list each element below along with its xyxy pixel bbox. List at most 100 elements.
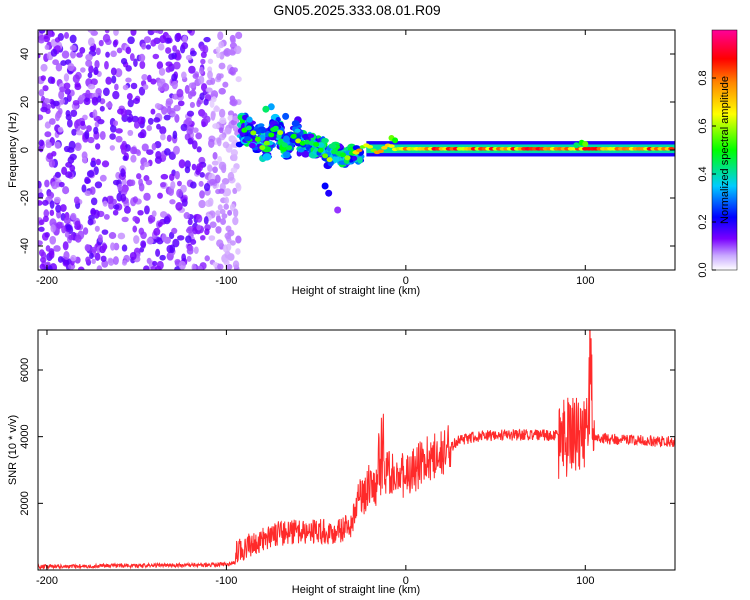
spectrogram-noise-cell — [120, 145, 127, 155]
spectrogram-noise-cell — [160, 133, 166, 141]
spectrogram-noise-cell — [156, 237, 164, 245]
spectrogram-noise-cell — [40, 106, 48, 113]
spectrogram-noise-cell — [210, 90, 219, 99]
spectrogram-outlier — [267, 103, 275, 111]
spectrogram-carrier-cell — [366, 145, 374, 149]
spectrogram-noise-cell — [53, 196, 61, 203]
spectrogram-transition-cell — [283, 151, 291, 159]
spectrogram-transition-cell — [307, 133, 315, 139]
spectrogram-noise-cell — [166, 134, 172, 142]
spectrogram-noise-cell — [192, 127, 199, 133]
spectrogram-noise-cell — [144, 205, 150, 215]
spectrogram-noise-cell — [232, 260, 240, 269]
spectrogram-noise-cell — [49, 235, 57, 245]
spectrogram-noise-cell — [109, 124, 117, 133]
spectrogram-noise-cell — [40, 63, 48, 72]
spectrogram-noise-cell — [188, 65, 196, 74]
spectrogram-noise-cell — [63, 73, 70, 82]
spectrogram-noise-cell — [130, 179, 136, 187]
spectrogram-ridge-cell — [295, 138, 302, 144]
spectrogram-noise-cell — [84, 243, 91, 252]
spectrogram-noise-cell — [95, 47, 101, 56]
spectrogram-noise-cell — [199, 92, 205, 101]
spectrogram-noise-cell — [153, 117, 161, 123]
spectrogram-noise-cell — [160, 173, 169, 180]
spectrogram-noise-cell — [150, 108, 156, 115]
spectrogram-noise-cell — [191, 140, 198, 150]
spectrogram-noise-cell — [169, 173, 175, 182]
spectrogram-noise-cell — [185, 54, 193, 61]
snr-x-tick-label: 0 — [403, 575, 409, 587]
spectrogram-noise-cell — [43, 98, 51, 104]
spectrogram-noise-cell — [204, 115, 211, 123]
spectrogram-noise-cell — [38, 37, 45, 44]
spectrogram-noise-cell — [132, 97, 140, 105]
spectrogram-noise-cell — [145, 44, 152, 50]
spectrogram-noise-cell — [143, 36, 152, 44]
spectrogram-noise-cell — [51, 181, 59, 190]
spectrogram-noise-cell — [196, 146, 202, 153]
spectrogram-noise-cell — [204, 255, 210, 262]
spectrogram-noise-cell — [153, 227, 161, 236]
spectrogram-noise-cell — [168, 187, 174, 196]
spectrogram-noise-cell — [184, 160, 191, 169]
spectrogram-noise-cell — [125, 46, 132, 55]
spectrogram-noise-cell — [40, 251, 47, 260]
spectrogram-noise-cell — [203, 98, 209, 106]
spectrogram-noise-cell — [99, 174, 107, 182]
spectrogram-noise-cell — [198, 199, 206, 209]
spectrogram-noise-cell — [165, 98, 174, 105]
spectrogram-noise-cell — [141, 143, 149, 152]
spectrogram-noise-cell — [172, 130, 178, 140]
spectrogram-noise-cell — [94, 181, 103, 189]
spectrogram-noise-cell — [93, 126, 99, 135]
spectrogram-noise-cell — [199, 172, 205, 178]
spectrogram-noise-cell — [49, 200, 55, 209]
spectrogram-noise-cell — [55, 204, 62, 213]
spectrogram-noise-cell — [50, 77, 56, 85]
spectrogram-transition-cell — [301, 150, 310, 158]
spectrogram-noise-cell — [209, 221, 217, 229]
spectrogram-noise-cell — [121, 260, 128, 266]
spectrogram-noise-cell — [202, 44, 209, 54]
spectrogram-y-ticks: -40 -20 0 20 40 — [19, 48, 675, 254]
spectrogram-noise-cell — [38, 30, 46, 34]
spectrogram-noise-cell — [120, 193, 127, 202]
spectrogram-noise-cell — [112, 209, 119, 216]
spectrogram-noise-cell — [164, 148, 171, 156]
spectrogram-noise-cell — [225, 263, 233, 270]
spectrogram-noise-cell — [127, 36, 135, 45]
spectrogram-noise-cell — [84, 190, 92, 197]
spectrogram-carrier-bump — [573, 142, 580, 149]
spectrogram-noise-cell — [216, 73, 222, 81]
spectrogram-noise-cell — [217, 31, 224, 41]
spectrogram-noise-cell — [87, 83, 96, 90]
spectrogram-noise-cell — [87, 218, 94, 226]
spectrogram-noise-cell — [210, 77, 216, 85]
spectrogram-noise-cell — [229, 99, 237, 106]
colorbar-tick-label: 0.8 — [697, 70, 709, 85]
spectrogram-noise-cell — [133, 235, 140, 244]
spectrogram-noise-cell — [85, 89, 91, 98]
spectrogram-noise-cell — [57, 107, 63, 115]
spectrogram-noise-cell — [89, 252, 94, 259]
spectrogram-noise-cell — [157, 192, 163, 199]
spectrogram-noise-cell — [86, 125, 92, 132]
spectrogram-noise-cell — [61, 225, 67, 234]
spectrogram-noise-cell — [47, 30, 53, 38]
spectrogram-noise-cell — [154, 156, 162, 164]
colorbar-label: Normalized spectral amplitude — [719, 76, 731, 224]
spectrogram-noise-cell — [152, 53, 160, 60]
spectrogram-noise-cell — [210, 110, 216, 119]
snr-series-line — [38, 330, 675, 570]
spectrogram-noise-cell — [171, 80, 178, 90]
spectrogram-noise-cell — [218, 41, 225, 49]
spectrogram-noise-cell — [184, 166, 191, 174]
spectrogram-noise-cell — [38, 89, 45, 97]
spectrogram-noise-cell — [72, 74, 80, 84]
spectrogram-noise-cell — [212, 166, 218, 174]
snr-x-ticks: -200 -100 0 100 — [36, 330, 594, 587]
spectrogram-noise-cell — [54, 141, 61, 149]
spectrogram-noise-cell — [161, 82, 170, 92]
spectrogram-noise-cell — [67, 156, 75, 164]
